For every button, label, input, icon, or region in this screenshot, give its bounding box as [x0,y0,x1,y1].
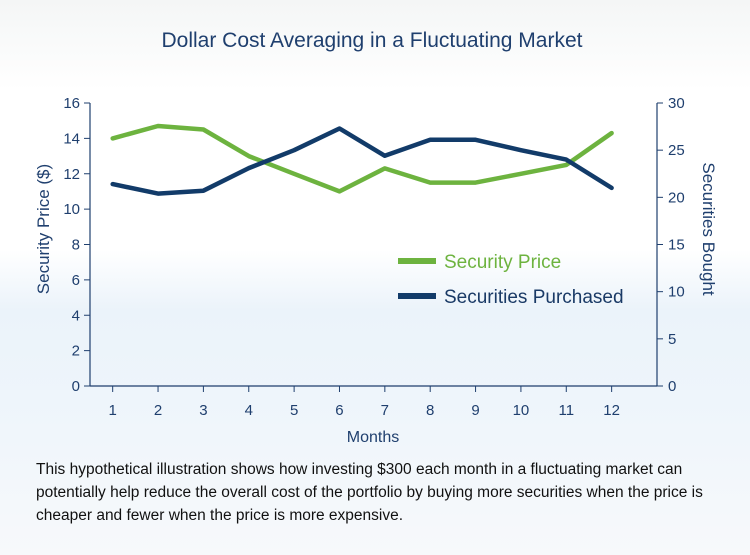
x-tick-label: 12 [603,402,620,419]
x-tick-label: 10 [513,402,530,419]
x-axis-ticks: 1 2 3 4 5 6 7 8 9 10 11 12 [109,386,620,419]
right-tick-label: 15 [668,237,685,254]
x-tick-label: 9 [471,402,479,419]
left-tick-label: 8 [72,237,80,254]
x-tick-label: 2 [154,402,162,419]
x-tick-label: 4 [245,402,253,419]
dca-chart: Dollar Cost Averaging in a Fluctuating M… [34,29,718,446]
legend-label-security-price: Security Price [444,252,561,273]
series-layer [110,123,614,196]
left-tick-label: 14 [63,130,80,147]
left-tick-label: 0 [72,378,80,395]
x-tick-label: 3 [199,402,207,419]
right-tick-label: 25 [668,142,685,159]
x-tick-label: 8 [426,402,434,419]
x-tick-label: 5 [290,402,298,419]
left-tick-label: 10 [63,201,80,218]
left-tick-label: 4 [72,307,80,324]
right-tick-label: 5 [668,331,676,348]
right-axis-title: Securities Bought [699,162,718,296]
right-axis-ticks: 0 5 10 15 20 25 30 [657,95,685,395]
chart-title: Dollar Cost Averaging in a Fluctuating M… [162,29,583,52]
x-axis-title: Months [347,429,399,446]
chart-caption: This hypothetical illustration shows how… [36,461,703,524]
x-tick-label: 1 [109,402,117,419]
x-tick-label: 11 [558,402,574,419]
right-tick-label: 20 [668,189,685,206]
axes-layer [89,103,658,387]
left-axis-title: Security Price ($) [34,164,53,294]
right-tick-label: 0 [668,378,676,395]
x-tick-label: 7 [381,402,389,419]
x-tick-label: 6 [335,402,343,419]
left-tick-label: 6 [72,272,80,289]
legend: Security Price Securities Purchased [398,252,624,308]
right-tick-label: 10 [668,284,685,301]
left-tick-label: 12 [63,166,80,183]
legend-label-securities-purchased: Securities Purchased [444,287,624,308]
left-axis-ticks: 0 2 4 6 8 10 12 14 16 [63,95,90,395]
series-line-securities-purchased [110,126,614,196]
left-tick-label: 16 [63,95,80,112]
right-tick-label: 30 [668,95,685,112]
left-tick-label: 2 [72,343,80,360]
series-line-security-price [110,123,614,194]
